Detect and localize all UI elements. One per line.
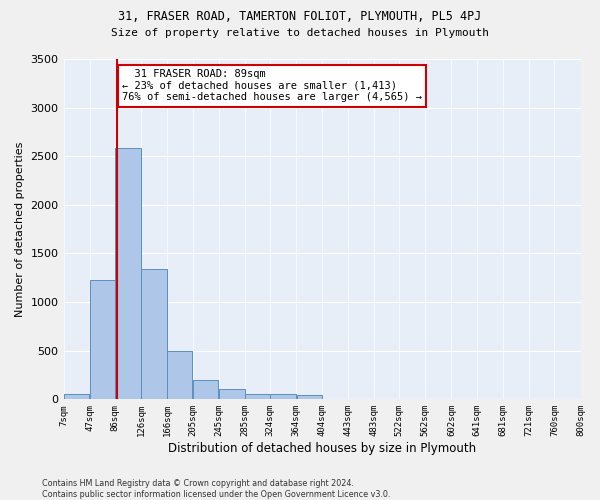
Bar [245, 394, 270, 400]
Bar [296, 396, 322, 400]
Text: Contains public sector information licensed under the Open Government Licence v3: Contains public sector information licen… [42, 490, 391, 499]
Bar [115, 148, 141, 400]
Bar [64, 394, 89, 400]
Bar [167, 350, 193, 400]
Bar [90, 280, 115, 400]
Bar [193, 380, 218, 400]
Text: 31, FRASER ROAD, TAMERTON FOLIOT, PLYMOUTH, PL5 4PJ: 31, FRASER ROAD, TAMERTON FOLIOT, PLYMOU… [118, 10, 482, 23]
Text: Contains HM Land Registry data © Crown copyright and database right 2024.: Contains HM Land Registry data © Crown c… [42, 478, 354, 488]
X-axis label: Distribution of detached houses by size in Plymouth: Distribution of detached houses by size … [168, 442, 476, 455]
Bar [219, 389, 245, 400]
Text: Size of property relative to detached houses in Plymouth: Size of property relative to detached ho… [111, 28, 489, 38]
Bar [142, 269, 167, 400]
Bar [271, 394, 296, 400]
Y-axis label: Number of detached properties: Number of detached properties [15, 142, 25, 317]
Text: 31 FRASER ROAD: 89sqm  
← 23% of detached houses are smaller (1,413)
76% of semi: 31 FRASER ROAD: 89sqm ← 23% of detached … [122, 69, 422, 102]
